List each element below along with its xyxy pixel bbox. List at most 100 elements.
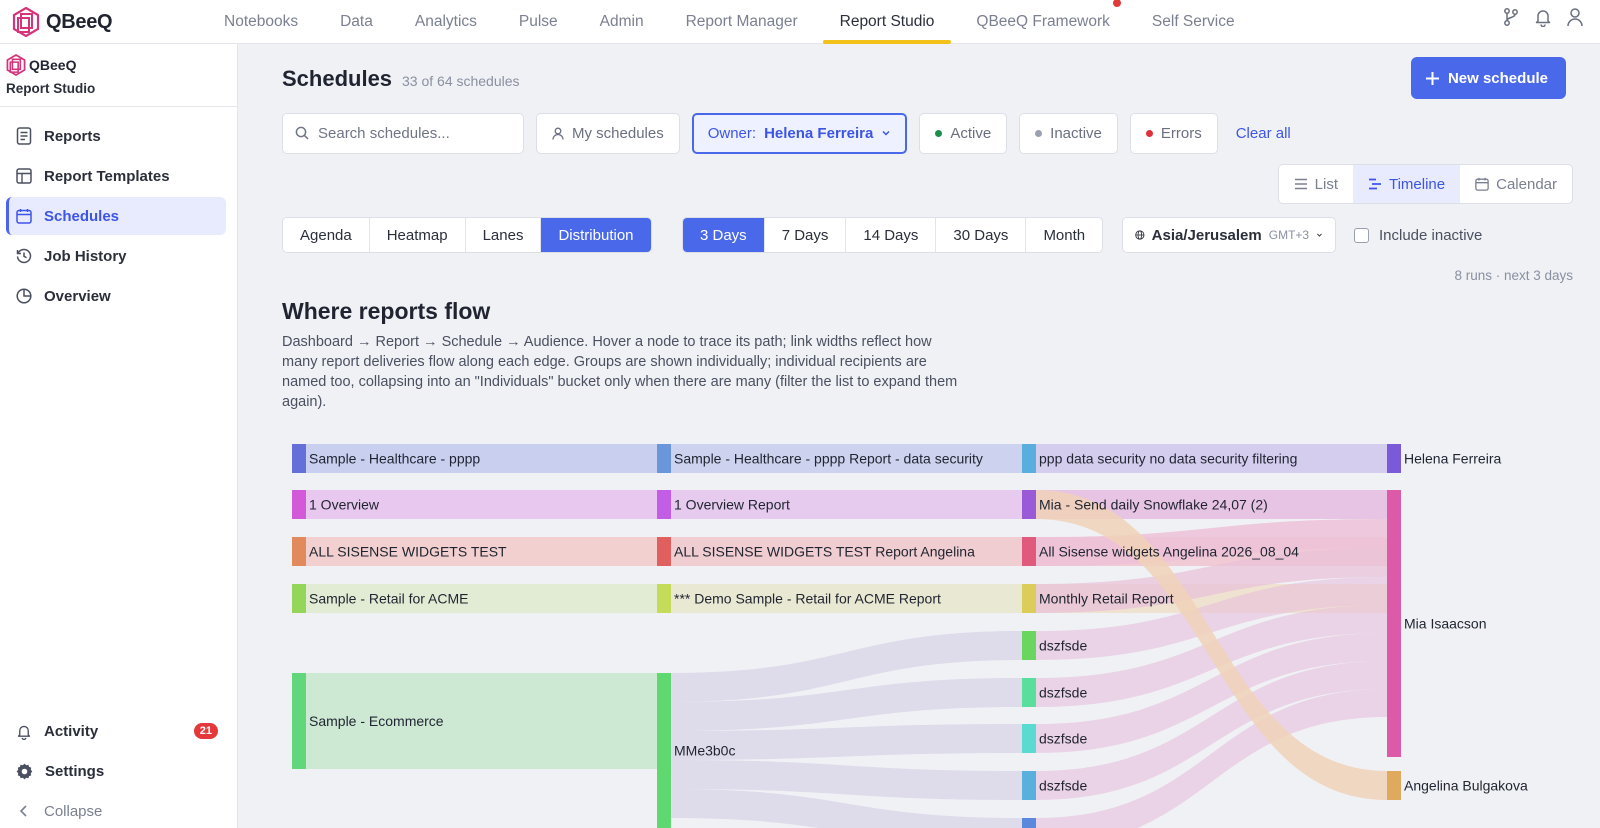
qbeeq-logo-icon [6,54,26,76]
sankey-link [671,760,1022,800]
sankey-node [292,444,306,473]
sankey-node [1022,490,1036,519]
sankey-node [657,444,671,473]
sidebar-item-report-templates[interactable]: Report Templates [6,157,226,195]
git-branch-icon[interactable] [1500,6,1522,28]
tab-heatmap[interactable]: Heatmap [370,218,466,252]
topnav-label: Data [340,13,373,30]
sankey-node-label: ppp data security no data security filte… [1039,451,1297,467]
chevron-down-icon [1317,233,1322,237]
tab-agenda[interactable]: Agenda [283,218,370,252]
sankey-node-label: Sample - Retail for ACME [309,591,469,607]
brand-logo[interactable]: QBeeQ [12,4,113,40]
sankey-node-label: ALL SISENSE WIDGETS TEST [309,544,507,560]
topnav-admin[interactable]: Admin [579,0,665,44]
include-inactive-checkbox[interactable] [1354,228,1369,243]
tab-distribution[interactable]: Distribution [541,218,651,252]
sankey-node [1022,678,1036,707]
sankey-link [1036,633,1387,753]
sidebar-item-label: Collapse [44,802,103,820]
calendar-icon [16,209,32,224]
sidebar-subtitle: Report Studio [6,81,96,96]
bell-icon[interactable] [1532,6,1554,28]
sankey-band [671,490,1023,519]
view-calendar-button[interactable]: Calendar [1460,165,1572,203]
sankey-node [1387,444,1401,473]
topnav-qbeeq-framework[interactable]: QBeeQ Framework [955,0,1131,44]
topnav-report-manager[interactable]: Report Manager [665,0,819,44]
inactive-status-filter[interactable]: Inactive [1019,112,1118,154]
tab-lanes[interactable]: Lanes [466,218,542,252]
topnav-analytics[interactable]: Analytics [394,0,498,44]
sidebar-item-schedules[interactable]: Schedules [6,197,226,235]
sankey-node-label: Mia - Send daily Snowflake 24,07 (2) [1039,497,1268,513]
gear-icon [16,763,33,779]
sidebar-item-label: Activity [44,722,99,740]
topnav-report-studio[interactable]: Report Studio [819,0,956,44]
sidebar-item-label: Schedules [44,207,120,225]
notification-dot [1112,0,1121,7]
errors-status-filter[interactable]: Errors [1129,112,1218,154]
range-7-days[interactable]: 7 Days [765,218,847,252]
range-14-days[interactable]: 14 Days [846,218,937,252]
top-bar: QBeeQ Notebooks Data Analytics Pulse Adm… [0,0,1600,44]
range-month[interactable]: Month [1043,226,1086,244]
sidebar-collapse-button[interactable]: Collapse [6,792,226,828]
timeline-icon [1368,178,1381,190]
my-schedules-label: My schedules [572,124,664,142]
view-list-label: List [1314,175,1338,193]
sankey-node-label: *** Demo Sample - Retail for ACME Report [674,591,941,607]
sidebar-item-label: Job History [44,247,127,265]
sankey-node-label: Helena Ferreira [1404,451,1501,467]
topnav-label: Notebooks [224,13,299,30]
globe-icon [1135,230,1145,240]
sidebar-item-job-history[interactable]: Job History [6,237,226,275]
topnav-label: Admin [599,13,644,30]
search-input[interactable] [318,124,508,142]
search-box[interactable] [282,112,524,154]
topnav-label: QBeeQ Framework [976,13,1110,30]
active-status-filter[interactable]: Active [919,112,1008,154]
sankey-link [671,678,1022,731]
timezone-select[interactable]: Asia/Jerusalem GMT+3 [1122,217,1336,253]
brand-name: QBeeQ [46,10,113,33]
section-title: Where reports flow [282,298,491,324]
sankey-link [1036,519,1387,566]
topnav-notebooks[interactable]: Notebooks [203,0,319,44]
main-content: Schedules 33 of 64 schedules New schedul… [238,44,1600,828]
plus-icon [1425,71,1439,85]
active-status-dot [935,129,943,137]
runs-summary: 8 runs · next 3 days [1454,268,1573,283]
range-30-days[interactable]: 30 Days [936,218,1027,252]
topnav-self-service[interactable]: Self Service [1131,0,1256,44]
view-timeline-button[interactable]: Timeline [1352,165,1461,203]
sankey-band [671,537,1023,566]
range-3-days[interactable]: 3 Days [683,218,765,252]
sidebar-divider [0,106,238,107]
sankey-node [657,537,671,566]
page-title: Schedules [282,66,393,91]
user-icon[interactable] [1564,6,1586,28]
sidebar-item-activity[interactable]: Activity 21 [6,712,226,750]
sankey-node [657,584,671,613]
my-schedules-filter[interactable]: My schedules [536,112,680,154]
sankey-node [1022,584,1036,613]
sidebar-item-settings[interactable]: Settings [6,752,226,790]
inactive-status-dot [1035,129,1043,137]
topnav-data[interactable]: Data [319,0,394,44]
clear-all-link[interactable]: Clear all [1235,124,1291,142]
sankey-node [1387,490,1401,757]
sankey-node [1022,631,1036,660]
filter-bar: My schedules Owner: Helena Ferreira Acti… [282,112,1291,154]
sankey-node-label: Mia Isaacson [1404,616,1486,632]
sidebar: QBeeQ Report Studio Reports Report Templ… [0,44,238,828]
view-list-button[interactable]: List [1279,165,1353,203]
new-schedule-button[interactable]: New schedule [1410,57,1566,99]
sankey-node [1022,444,1036,473]
inactive-filter-label: Inactive [1050,124,1102,142]
sidebar-item-overview[interactable]: Overview [6,277,226,315]
owner-filter-dropdown[interactable]: Owner: Helena Ferreira [691,112,908,154]
topnav-pulse[interactable]: Pulse [498,0,579,44]
sidebar-item-label: Reports [44,127,101,145]
sidebar-item-reports[interactable]: Reports [6,117,226,155]
